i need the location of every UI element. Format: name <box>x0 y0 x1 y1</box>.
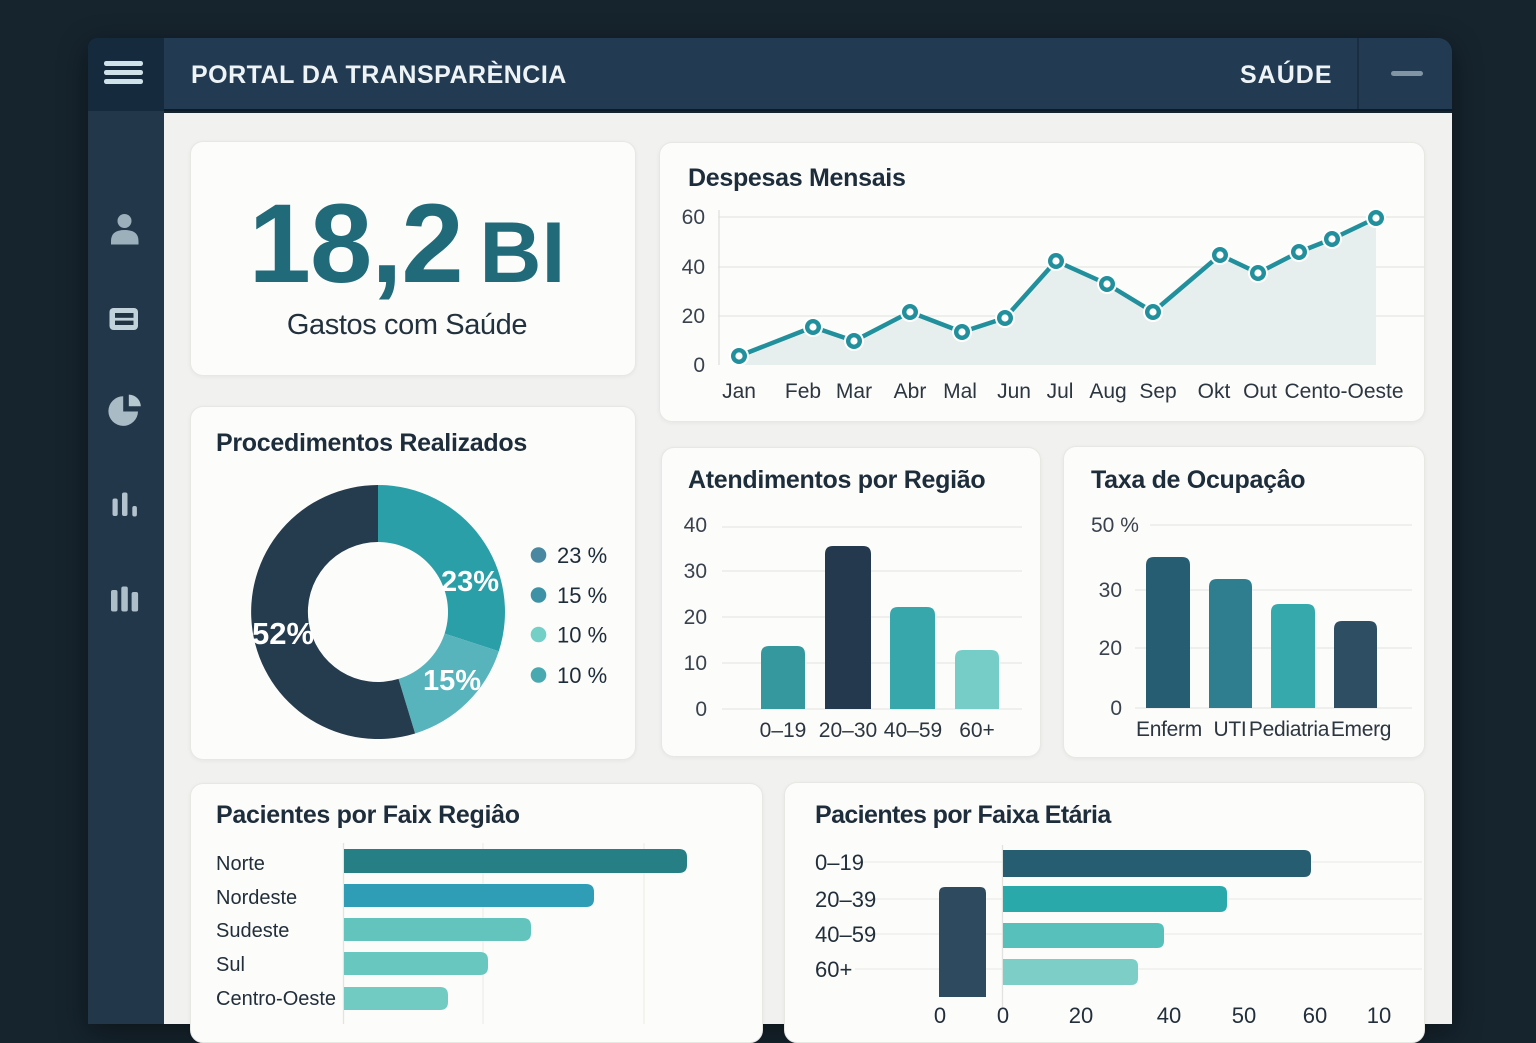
svg-text:23%: 23% <box>441 566 499 598</box>
svg-text:40–59: 40–59 <box>884 719 942 742</box>
svg-text:Mar: Mar <box>836 380 872 403</box>
svg-text:Cento-Oeste: Cento-Oeste <box>1284 380 1403 403</box>
svg-text:60: 60 <box>682 206 705 229</box>
svg-text:Emerg: Emerg <box>1331 718 1391 741</box>
svg-text:20: 20 <box>682 305 705 328</box>
svg-text:0–19: 0–19 <box>760 719 807 742</box>
svg-text:Sudeste: Sudeste <box>216 920 289 942</box>
svg-text:60+: 60+ <box>815 957 852 982</box>
svg-text:Okt: Okt <box>1198 380 1231 403</box>
svg-text:15 %: 15 % <box>557 583 607 608</box>
svg-text:Feb: Feb <box>785 380 821 403</box>
svg-text:0: 0 <box>934 1003 946 1024</box>
svg-text:50: 50 <box>1232 1003 1256 1024</box>
svg-text:20–30: 20–30 <box>819 719 877 742</box>
svg-text:40: 40 <box>1157 1003 1181 1024</box>
svg-text:Nordeste: Nordeste <box>216 887 297 909</box>
svg-text:Out: Out <box>1243 380 1277 403</box>
svg-text:Enferm: Enferm <box>1136 718 1202 741</box>
svg-text:40–59: 40–59 <box>815 922 876 947</box>
svg-text:Mal: Mal <box>943 380 977 403</box>
svg-text:Jan: Jan <box>722 380 756 403</box>
svg-text:40: 40 <box>682 256 705 279</box>
svg-text:Centro-Oeste: Centro-Oeste <box>216 988 336 1010</box>
svg-text:UTI: UTI <box>1214 718 1247 741</box>
svg-text:52%: 52% <box>252 616 314 651</box>
svg-text:Abr: Abr <box>894 380 927 403</box>
svg-text:30: 30 <box>1099 579 1122 602</box>
svg-text:60+: 60+ <box>959 719 995 742</box>
svg-text:20: 20 <box>1099 637 1122 660</box>
svg-text:0–19: 0–19 <box>815 850 864 875</box>
svg-text:Pediatria: Pediatria <box>1249 718 1330 741</box>
svg-text:Sul: Sul <box>216 954 245 976</box>
svg-text:23 %: 23 % <box>557 543 607 568</box>
svg-text:50 %: 50 % <box>1091 514 1139 537</box>
svg-text:60: 60 <box>1303 1003 1327 1024</box>
svg-text:15%: 15% <box>423 665 481 697</box>
svg-text:0: 0 <box>997 1003 1009 1024</box>
svg-text:0: 0 <box>1110 697 1122 720</box>
svg-text:30: 30 <box>684 560 707 583</box>
svg-text:Norte: Norte <box>216 853 265 875</box>
svg-text:Sep: Sep <box>1139 380 1176 403</box>
svg-text:40: 40 <box>684 514 707 537</box>
svg-text:Jun: Jun <box>997 380 1031 403</box>
svg-text:10 %: 10 % <box>557 663 607 688</box>
svg-text:10 %: 10 % <box>557 623 607 648</box>
svg-text:20–39: 20–39 <box>815 887 876 912</box>
svg-text:0: 0 <box>695 698 707 721</box>
svg-text:20: 20 <box>1069 1003 1093 1024</box>
svg-text:10: 10 <box>1367 1003 1391 1024</box>
svg-text:Jul: Jul <box>1047 380 1074 403</box>
svg-text:0: 0 <box>693 354 705 377</box>
svg-text:20: 20 <box>684 606 707 629</box>
svg-text:10: 10 <box>684 652 707 675</box>
svg-text:Aug: Aug <box>1089 380 1126 403</box>
